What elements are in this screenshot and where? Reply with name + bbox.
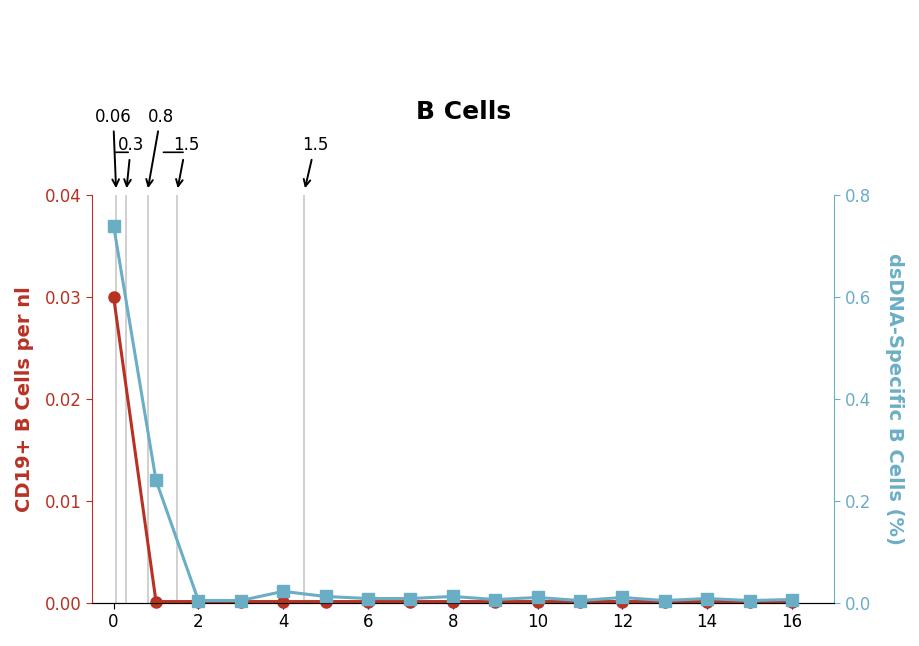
- Text: 0.06: 0.06: [95, 108, 131, 186]
- Text: 1.5: 1.5: [301, 136, 328, 186]
- Text: 0.3: 0.3: [118, 136, 144, 186]
- Text: 0.8: 0.8: [146, 108, 174, 186]
- Title: B Cells: B Cells: [415, 99, 511, 123]
- Text: 1.5: 1.5: [173, 136, 199, 186]
- Y-axis label: dsDNA-Specific B Cells (%): dsDNA-Specific B Cells (%): [885, 253, 904, 545]
- Y-axis label: CD19+ B Cells per nl: CD19+ B Cells per nl: [15, 286, 34, 512]
